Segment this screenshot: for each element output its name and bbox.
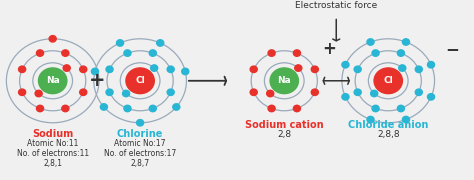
Circle shape <box>293 50 301 56</box>
Circle shape <box>49 36 56 42</box>
Circle shape <box>36 50 44 56</box>
Circle shape <box>91 68 99 75</box>
Circle shape <box>270 68 299 94</box>
Text: Sodium: Sodium <box>32 129 73 139</box>
Circle shape <box>342 62 349 68</box>
Circle shape <box>80 89 87 95</box>
Circle shape <box>311 89 319 95</box>
Text: Na: Na <box>46 76 60 85</box>
Text: Atomic No:11
No. of electrons:11
2,8,1: Atomic No:11 No. of electrons:11 2,8,1 <box>17 139 89 168</box>
Text: Electrostatic force: Electrostatic force <box>295 1 377 10</box>
Text: Cl: Cl <box>135 76 145 85</box>
Circle shape <box>124 105 131 112</box>
Circle shape <box>36 105 44 112</box>
Text: 2,8: 2,8 <box>277 130 292 139</box>
Circle shape <box>295 65 302 71</box>
Circle shape <box>106 66 113 73</box>
Circle shape <box>63 65 70 71</box>
Circle shape <box>18 66 26 73</box>
Circle shape <box>151 65 158 71</box>
Text: +: + <box>322 40 336 58</box>
Circle shape <box>397 105 404 112</box>
Circle shape <box>126 68 155 94</box>
Text: Atomic No:17
No. of electrons:17
2,8,7: Atomic No:17 No. of electrons:17 2,8,7 <box>104 139 176 168</box>
Circle shape <box>157 40 164 46</box>
Circle shape <box>18 89 26 95</box>
Circle shape <box>372 50 379 56</box>
Circle shape <box>62 105 69 112</box>
Circle shape <box>137 120 144 126</box>
Text: −: − <box>445 40 459 58</box>
Circle shape <box>149 50 156 56</box>
Circle shape <box>100 104 108 110</box>
Circle shape <box>267 90 274 97</box>
Circle shape <box>367 116 374 123</box>
Text: Na: Na <box>277 76 291 85</box>
Circle shape <box>415 89 422 95</box>
Circle shape <box>402 116 410 123</box>
Circle shape <box>149 105 156 112</box>
Text: Chlorine: Chlorine <box>117 129 164 139</box>
Text: Chloride anion: Chloride anion <box>348 120 428 130</box>
Text: +: + <box>88 71 105 90</box>
Circle shape <box>173 104 180 110</box>
Circle shape <box>117 40 124 46</box>
Circle shape <box>402 39 410 45</box>
Circle shape <box>311 66 319 73</box>
Circle shape <box>182 68 189 75</box>
Circle shape <box>415 66 422 73</box>
Circle shape <box>167 66 174 73</box>
Circle shape <box>106 89 113 95</box>
Circle shape <box>397 50 404 56</box>
Circle shape <box>374 68 402 94</box>
Circle shape <box>268 50 275 56</box>
Circle shape <box>354 66 361 73</box>
Circle shape <box>38 68 67 94</box>
Circle shape <box>367 39 374 45</box>
Circle shape <box>124 50 131 56</box>
Text: 2,8,8: 2,8,8 <box>377 130 400 139</box>
Circle shape <box>428 94 435 100</box>
Circle shape <box>80 66 87 73</box>
Circle shape <box>342 94 349 100</box>
Circle shape <box>293 105 301 112</box>
Circle shape <box>371 90 378 97</box>
Circle shape <box>35 90 42 97</box>
Circle shape <box>399 65 406 71</box>
Circle shape <box>62 50 69 56</box>
Circle shape <box>250 66 257 73</box>
Circle shape <box>428 62 435 68</box>
Circle shape <box>122 90 129 97</box>
Circle shape <box>354 89 361 95</box>
Circle shape <box>167 89 174 95</box>
Circle shape <box>250 89 257 95</box>
Circle shape <box>268 105 275 112</box>
Circle shape <box>372 105 379 112</box>
Text: Sodium cation: Sodium cation <box>245 120 324 130</box>
Text: Cl: Cl <box>383 76 393 85</box>
